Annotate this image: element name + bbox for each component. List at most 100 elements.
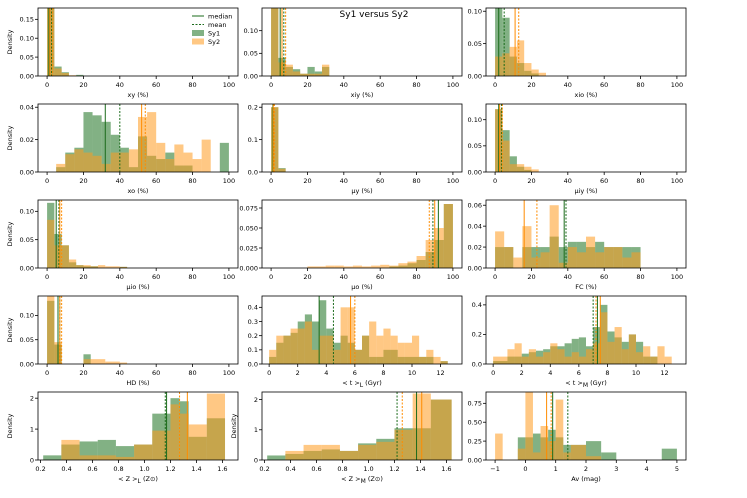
y-tick-label: 0.00 [468,264,482,272]
y-tick-label: 0.00 [244,72,258,80]
x-tick-label: 1.6 [441,465,451,473]
sy2-bar [376,335,384,364]
y-tick-label: 0.2 [248,332,258,340]
x-tick-label: 60 [376,177,384,185]
x-tick-label: 80 [188,81,196,89]
y-tick-label: 0.4 [248,304,258,312]
x-tick-label: 0.6 [87,465,97,473]
sy2-bar [325,265,335,268]
subplot-15: −1 0 1 2 3 4 5 0.00 0.25 0.50 0.75 Av (mag) [468,391,687,483]
x-tick-label: 40 [340,81,348,89]
sy1-bar [83,112,93,172]
x-tick-label: 80 [636,177,644,185]
sy2-bar [528,349,536,364]
x-tick-label: 20 [527,81,535,89]
subplot-5: 0 20 40 60 80 100 0.0 0.1 0.2 μy (%) [248,104,463,195]
y-tick-label: 0 [30,456,34,464]
sy1-bar [564,343,572,364]
x-tick-label: 40 [340,177,348,185]
x-tick-label: 100 [223,81,235,89]
x-tick-label: 80 [188,369,196,377]
sy2-bar [297,328,305,364]
sy2-bar [278,168,286,172]
sy2-bar [285,450,304,460]
sy2-bar [509,164,517,172]
y-tick-label: 0.06 [468,202,482,210]
sy2-bar [607,341,615,364]
y-tick-label: 0.05 [244,50,258,58]
x-tick-label: 80 [636,81,644,89]
x-axis-label: xy (%) [127,91,148,99]
sy2-bar [549,205,559,268]
sy1-bar [267,455,286,460]
sy2-bar [339,450,359,460]
x-tick-label: 1.2 [165,465,175,473]
sy2-bar [398,263,408,268]
x-tick-label: 80 [412,81,420,89]
sy2-bar [524,63,532,76]
sy2-bar [307,266,317,268]
sy2-bar [531,169,539,172]
sy2-bar [397,342,405,364]
y-tick-label: 0.02 [468,243,482,251]
x-tick-label: 8 [605,369,609,377]
x-tick-label: 0 [493,81,497,89]
sy2-bar [61,439,80,460]
y-tick-label: 0.00 [468,456,482,464]
sy2-bar [83,359,91,364]
sy2-bar [621,349,629,364]
y-tick-label: 0.02 [20,136,34,144]
sy2-bar [352,265,362,268]
y-tick-label: 0.00 [20,72,34,80]
x-tick-label: 60 [152,273,160,281]
x-tick-label: 0 [45,369,49,377]
x-tick-label: 0 [269,177,273,185]
sy2-bar [540,426,549,460]
x-tick-label: 40 [116,177,124,185]
y-tick-label: 0.50 [468,419,482,427]
x-axis-label: μio (%) [126,283,149,291]
y-tick-label: 0.025 [239,244,258,252]
sy2-bar [664,356,672,364]
y-tick-label: 0.0 [248,360,258,368]
x-tick-label: 0 [269,81,273,89]
sy2-bar [628,334,636,364]
sy2-bar [404,342,412,364]
sy2-bar [192,159,202,172]
sy2-bar [538,72,546,76]
sy2-bar [97,455,116,460]
x-tick-label: 100 [223,273,235,281]
sy2-bar [383,328,391,364]
y-tick-label: 0.1 [248,136,258,144]
sy2-bar [536,356,544,364]
subplot-11: 0 2 4 6 8 10 12 0.0 0.1 0.2 0.3 0.4 < t >L (Gyr) [248,295,463,389]
x-axis-label: < Z >L (Z⊙) [118,475,158,485]
sy1-bar [586,441,602,460]
y-axis-label: Density [6,125,14,150]
y-tick-label: 1 [254,426,258,434]
x-tick-label: 4 [324,369,328,377]
x-tick-label: 10 [408,369,416,377]
axes-frame [261,295,463,365]
sy2-bar [112,266,120,268]
x-tick-label: 0 [45,177,49,185]
sy2-bar [636,352,644,364]
x-tick-label: 1.6 [217,465,227,473]
sy2-bar [65,154,75,172]
sy2-bar [156,142,166,172]
sy2-bar [531,257,541,268]
x-tick-label: 0.2 [35,465,45,473]
sy2-bar [98,265,106,268]
y-tick-label: 0.00 [468,168,482,176]
sy2-bar [604,247,614,268]
x-tick-label: 80 [188,177,196,185]
sy1-bar [219,142,229,172]
sy1-bar [661,448,677,460]
sy1-bar [43,455,62,460]
subplot-8: 0 20 40 60 80 100 0.000 0.025 0.050 0.075 μo (%) [239,199,463,291]
sy2-bar [495,433,503,460]
axes-frame [261,391,463,461]
x-tick-label: −1 [490,465,500,473]
sy2-bar [425,240,435,268]
y-tick-label: 0.04 [20,104,34,112]
